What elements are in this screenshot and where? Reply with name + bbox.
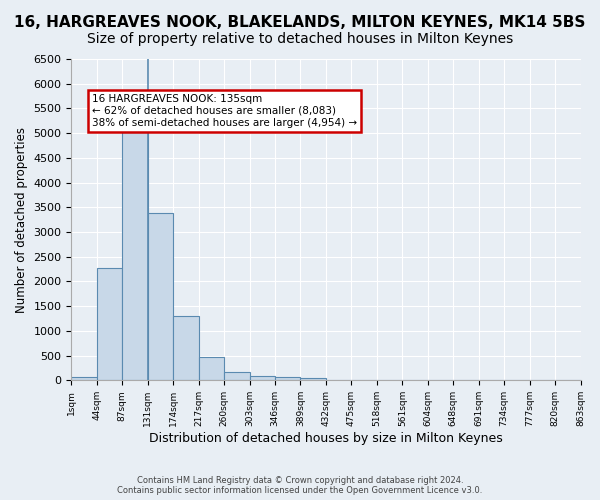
Bar [199, 356, 224, 380]
Bar [250, 376, 275, 380]
Bar [122, 112, 148, 380]
Text: 16, HARGREAVES NOOK, BLAKELANDS, MILTON KEYNES, MK14 5BS: 16, HARGREAVES NOOK, BLAKELANDS, MILTON … [14, 15, 586, 30]
Bar [97, 268, 122, 380]
Bar [148, 213, 173, 380]
Bar [173, 316, 199, 380]
Text: Contains HM Land Registry data © Crown copyright and database right 2024.
Contai: Contains HM Land Registry data © Crown c… [118, 476, 482, 495]
Bar [275, 378, 301, 380]
Bar [224, 372, 250, 380]
Y-axis label: Number of detached properties: Number of detached properties [15, 126, 28, 312]
Bar [71, 378, 97, 380]
Text: Size of property relative to detached houses in Milton Keynes: Size of property relative to detached ho… [87, 32, 513, 46]
Bar [301, 378, 326, 380]
X-axis label: Distribution of detached houses by size in Milton Keynes: Distribution of detached houses by size … [149, 432, 503, 445]
Text: 16 HARGREAVES NOOK: 135sqm
← 62% of detached houses are smaller (8,083)
38% of s: 16 HARGREAVES NOOK: 135sqm ← 62% of deta… [92, 94, 357, 128]
